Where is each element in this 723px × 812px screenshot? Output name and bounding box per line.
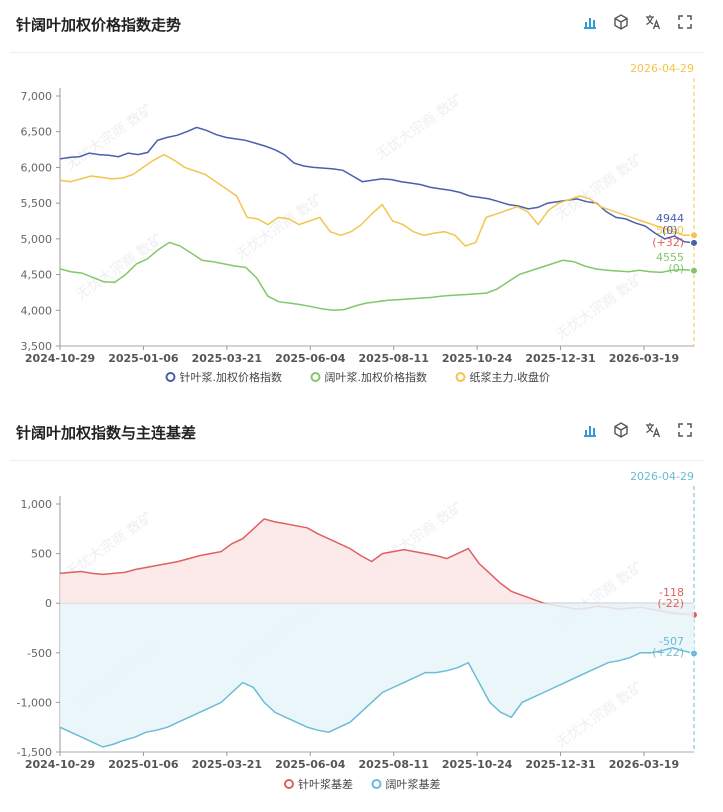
legend-label: 阔叶浆.加权价格指数 bbox=[325, 370, 428, 384]
x-tick-label: 2025-08-11 bbox=[358, 758, 428, 771]
x-tick-label: 2025-03-21 bbox=[192, 758, 262, 771]
y-tick-label: 4,500 bbox=[21, 269, 53, 282]
y-tick-label: 6,000 bbox=[21, 161, 53, 174]
cube-icon[interactable] bbox=[612, 13, 630, 31]
x-tick-label: 2025-08-11 bbox=[358, 352, 428, 365]
divider bbox=[10, 460, 703, 461]
chart-title: 针阔叶加权指数与主连基差 bbox=[16, 424, 197, 442]
translate-icon[interactable] bbox=[644, 13, 662, 31]
series-line bbox=[59, 647, 695, 748]
watermark: 无忧大宗商 数矿 bbox=[73, 231, 166, 303]
legend-label: 纸浆主力.收盘价 bbox=[470, 370, 551, 384]
legend-label: 阔叶浆基差 bbox=[386, 777, 441, 791]
watermark: 无忧大宗商 数矿 bbox=[63, 101, 156, 173]
x-tick-label: 2025-12-31 bbox=[525, 758, 595, 771]
fullscreen-icon[interactable] bbox=[676, 421, 694, 439]
series-area bbox=[60, 603, 694, 747]
x-tick-label: 2025-12-31 bbox=[525, 352, 595, 365]
y-tick-label: 5,000 bbox=[21, 233, 53, 246]
series-line bbox=[59, 126, 695, 244]
pulp-end-value: 5050 bbox=[656, 224, 684, 237]
watermark: 无忧大宗商 数矿 bbox=[553, 151, 646, 223]
legend-marker bbox=[310, 372, 321, 382]
x-tick-label: 2026-03-19 bbox=[609, 352, 679, 365]
legend-marker bbox=[165, 372, 176, 382]
y-tick-label: -1,500 bbox=[17, 746, 52, 759]
y-tick-label: 7,000 bbox=[21, 90, 53, 103]
bar-chart-icon[interactable] bbox=[581, 13, 599, 31]
y-tick-label: -1,000 bbox=[17, 696, 52, 709]
x-tick-label: 2025-06-04 bbox=[275, 352, 346, 365]
cube-icon[interactable] bbox=[612, 421, 630, 439]
basis-panel: 针阔叶加权指数与主连基差 无忧大宗商 数矿 无忧大宗商 数矿 无忧大宗商 数矿 无忧大… bbox=[0, 408, 723, 812]
broad-end-value: 4555 bbox=[656, 251, 684, 264]
series-line bbox=[59, 241, 695, 312]
pulp-end-change: (0) bbox=[662, 224, 678, 237]
chart-title: 针阔叶加权价格指数走势 bbox=[16, 16, 182, 34]
x-tick-label: 2024-10-29 bbox=[25, 758, 95, 771]
x-tick-label: 2025-10-24 bbox=[442, 758, 513, 771]
fullscreen-icon[interactable] bbox=[676, 13, 694, 31]
y-tick-label: 500 bbox=[31, 548, 52, 561]
x-tick-label: 2026-03-19 bbox=[609, 758, 679, 771]
watermark: 无忧大宗商 数矿 bbox=[553, 271, 646, 343]
watermark: 无忧大宗商 数矿 bbox=[373, 91, 466, 163]
needle-end-value: 4944 bbox=[656, 212, 684, 225]
x-tick-label: 2025-01-06 bbox=[108, 352, 179, 365]
watermark: 无忧大宗商 数矿 bbox=[553, 679, 646, 751]
legend-marker bbox=[455, 372, 466, 382]
series-line bbox=[59, 153, 694, 247]
bar-chart-icon[interactable] bbox=[581, 421, 599, 439]
x-tick-label: 2025-01-06 bbox=[108, 758, 179, 771]
watermark: 无忧大宗商 数矿 bbox=[233, 191, 326, 263]
x-tick-label: 2025-06-04 bbox=[275, 758, 346, 771]
translate-icon[interactable] bbox=[644, 421, 662, 439]
x-tick-label: 2025-10-24 bbox=[442, 352, 513, 365]
legend-label: 针叶浆.加权价格指数 bbox=[180, 370, 283, 384]
needle-basis-end-change: (-22) bbox=[657, 597, 684, 610]
price-index-panel: 针阔叶加权价格指数走势 无忧大宗商 数矿 无忧大宗商 数矿 无忧大宗商 数矿 无忧大宗… bbox=[0, 0, 723, 400]
broad-basis-end-change: (+22) bbox=[652, 646, 684, 659]
legend-marker bbox=[284, 779, 294, 789]
series-area bbox=[60, 518, 694, 615]
panel-header: 针阔叶加权价格指数走势 bbox=[0, 0, 723, 44]
x-tick-label: 2025-03-21 bbox=[192, 352, 262, 365]
y-tick-label: 6,500 bbox=[21, 126, 53, 139]
panel-header: 针阔叶加权指数与主连基差 bbox=[0, 408, 723, 452]
date-marker-label: 2026-04-29 bbox=[630, 62, 694, 75]
y-tick-label: 5,500 bbox=[21, 197, 53, 210]
y-tick-label: 1,000 bbox=[21, 498, 53, 511]
broad-basis-end-value: -507 bbox=[659, 635, 684, 648]
needle-basis-end-value: -118 bbox=[659, 586, 684, 599]
legend-label: 针叶浆基差 bbox=[298, 777, 353, 791]
x-tick-label: 2024-10-29 bbox=[25, 352, 95, 365]
date-marker-label: 2026-04-29 bbox=[630, 470, 694, 483]
series-end-point bbox=[690, 266, 698, 275]
series-end-point bbox=[690, 238, 698, 247]
legend-marker bbox=[371, 779, 382, 789]
y-tick-label: 0 bbox=[45, 597, 52, 610]
series-end-point bbox=[690, 649, 698, 658]
divider bbox=[10, 52, 703, 53]
y-tick-label: -500 bbox=[27, 647, 52, 660]
y-tick-label: 4,000 bbox=[21, 304, 53, 317]
series-end-point bbox=[690, 231, 698, 240]
broad-end-change: (0) bbox=[668, 262, 684, 275]
needle-end-change: (+32) bbox=[652, 236, 684, 249]
y-tick-label: 3,500 bbox=[21, 340, 53, 353]
